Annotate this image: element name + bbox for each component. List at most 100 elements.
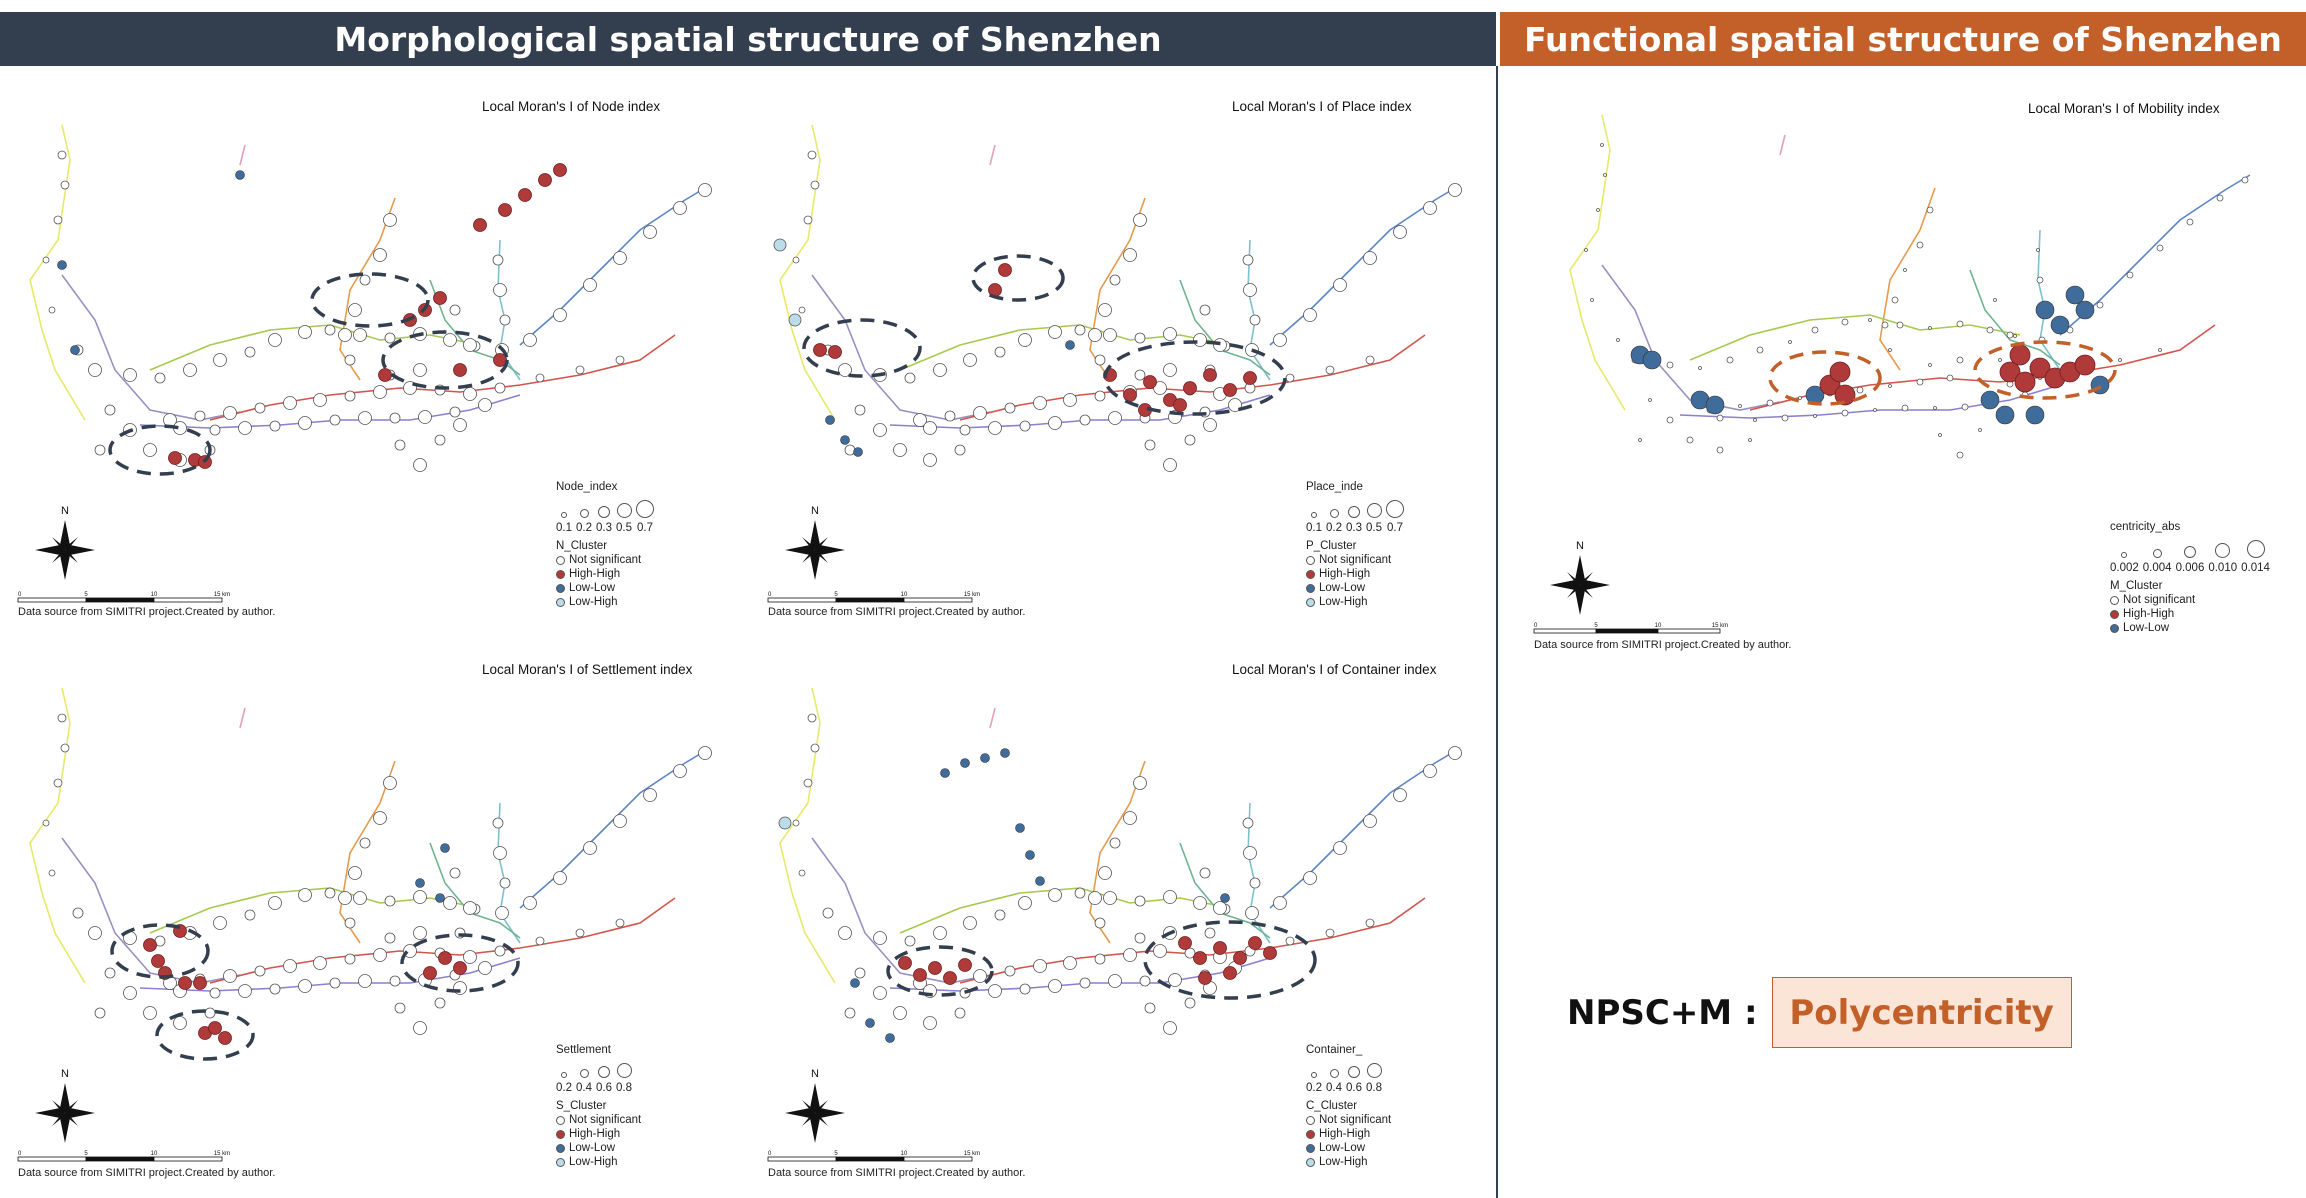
mobility-size-legend-title: centricity_abs [2110,521,2181,533]
morphological-banner-title: Morphological spatial structure of Shenz… [334,19,1162,59]
place-cluster-legend-swatch [1306,569,1315,579]
container-station-not-significant [1193,896,1207,910]
place-scale-bar-segment [767,597,837,603]
place-cluster-legend-title: P_Cluster [1306,540,1357,552]
place-station-not-significant [1144,439,1156,451]
place-station-not-significant [1108,411,1122,425]
settlement-station-low-low [415,878,425,888]
place-north-arrow-nw-point [802,537,815,550]
container-station-not-significant [1448,746,1462,760]
settlement-station-not-significant [72,907,84,919]
mobility-north-arrow-e-point [1580,580,1610,590]
container-size-legend-item: 0.6 [1346,1066,1362,1095]
mobility-size-legend-item: 0.010 [2208,543,2237,575]
container-station-not-significant [1094,953,1106,965]
mobility-north-arrow-n-point [1575,555,1585,585]
place-cluster-legend-label: Low-High [1319,596,1368,608]
settlement-station-not-significant [698,746,712,760]
place-size-legend-label: 0.7 [1387,522,1403,534]
place-station-not-significant [1163,363,1177,377]
place-station-not-significant [963,353,977,367]
mobility-station-not-significant [1903,268,1907,272]
container-station-high-high [1263,946,1277,960]
container-station-high-high [913,968,927,982]
container-cluster-legend-swatch [1306,1157,1315,1167]
settlement-station-not-significant [48,869,56,877]
container-north-arrow-n-point [810,1083,820,1113]
mobility-station-high-high [2074,354,2096,376]
container-station-not-significant [1018,896,1032,910]
settlement-station-not-significant [583,841,597,855]
node-station-not-significant [358,411,372,425]
place-station-not-significant [1199,304,1211,316]
container-map-layer [778,687,1462,1043]
settlement-station-not-significant [613,814,627,828]
container-transit-line [811,837,991,984]
settlement-scale-bar-label: 15 km [214,1151,230,1157]
settlement-station-not-significant [223,969,237,983]
container-cluster-legend-item: High-High [1306,1127,1391,1141]
container-station-not-significant [854,967,866,979]
container-cluster-legend-item: Not significant [1306,1113,1391,1127]
container-station-high-high [1198,971,1212,985]
container-north-arrow-s-point [810,1113,820,1143]
container-scale-bar: 0 5 10 15 km [767,1151,980,1162]
place-station-not-significant [1079,414,1091,426]
place-station-not-significant [798,306,806,314]
mobility-north-arrow-ne-point [1580,572,1593,585]
settlement-station-not-significant [244,909,256,921]
node-size-legend-circle [598,506,610,518]
node-cluster-legend-swatch [556,597,565,607]
mobility-scale-bar-label: 0 [1534,623,1538,629]
mobility-transit-line [1969,269,2061,366]
container-transit-line [779,687,836,984]
place-station-not-significant [1393,225,1407,239]
place-station-not-significant [1018,333,1032,347]
node-station-not-significant [453,418,467,432]
settlement-station-high-high [423,966,437,980]
node-size-legend-label: 0.7 [637,522,653,534]
node-cluster-legend-swatch [556,569,565,579]
place-cluster-legend-label: Low-Low [1319,582,1366,594]
place-station-not-significant [973,406,987,420]
container-station-not-significant [954,1007,966,1019]
container-station-not-significant [803,778,813,788]
node-station-not-significant [269,420,281,432]
mobility-station-high-high [1834,384,1856,406]
place-size-legend-item: 0.2 [1326,509,1342,535]
container-cluster-legend-label: High-High [1319,1128,1371,1140]
container-station-not-significant [1249,877,1261,889]
mobility-station-low-low [2075,300,2095,320]
node-station-not-significant [583,278,597,292]
container-station-not-significant [1199,867,1211,879]
mobility-station-not-significant [1766,399,1774,407]
container-transit-line [959,897,1426,984]
node-station-not-significant [359,274,371,286]
place-transit-line [779,124,836,421]
node-cluster-legend-item: Low-Low [556,581,654,595]
node-cluster-legend-label: Low-High [569,596,618,608]
mobility-station-not-significant [1753,418,1757,422]
settlement-station-not-significant [313,956,327,970]
container-station-low-high [778,816,792,830]
container-station-not-significant [963,916,977,930]
place-station-not-significant [1153,381,1167,395]
container-station-high-high [958,958,972,972]
mobility-size-legend-item: 0.006 [2176,546,2204,575]
settlement-station-low-low [440,843,450,853]
mobility-station-not-significant [1998,358,2002,362]
container-station-high-high [1223,966,1237,980]
place-station-high-high [998,263,1012,277]
node-station-not-significant [643,225,657,239]
place-station-not-significant [959,424,971,436]
mobility-station-not-significant [1993,298,1997,302]
node-transit-line [29,124,86,421]
node-station-not-significant [348,303,362,317]
settlement-north-arrow-nw-point [52,1100,65,1113]
settlement-station-high-high [143,938,157,952]
node-station-not-significant [324,324,336,336]
place-station-not-significant [792,256,800,264]
mobility-station-not-significant [1716,446,1724,454]
container-station-not-significant [1245,906,1259,920]
npsc-label: NPSC+M : [1567,992,1758,1033]
